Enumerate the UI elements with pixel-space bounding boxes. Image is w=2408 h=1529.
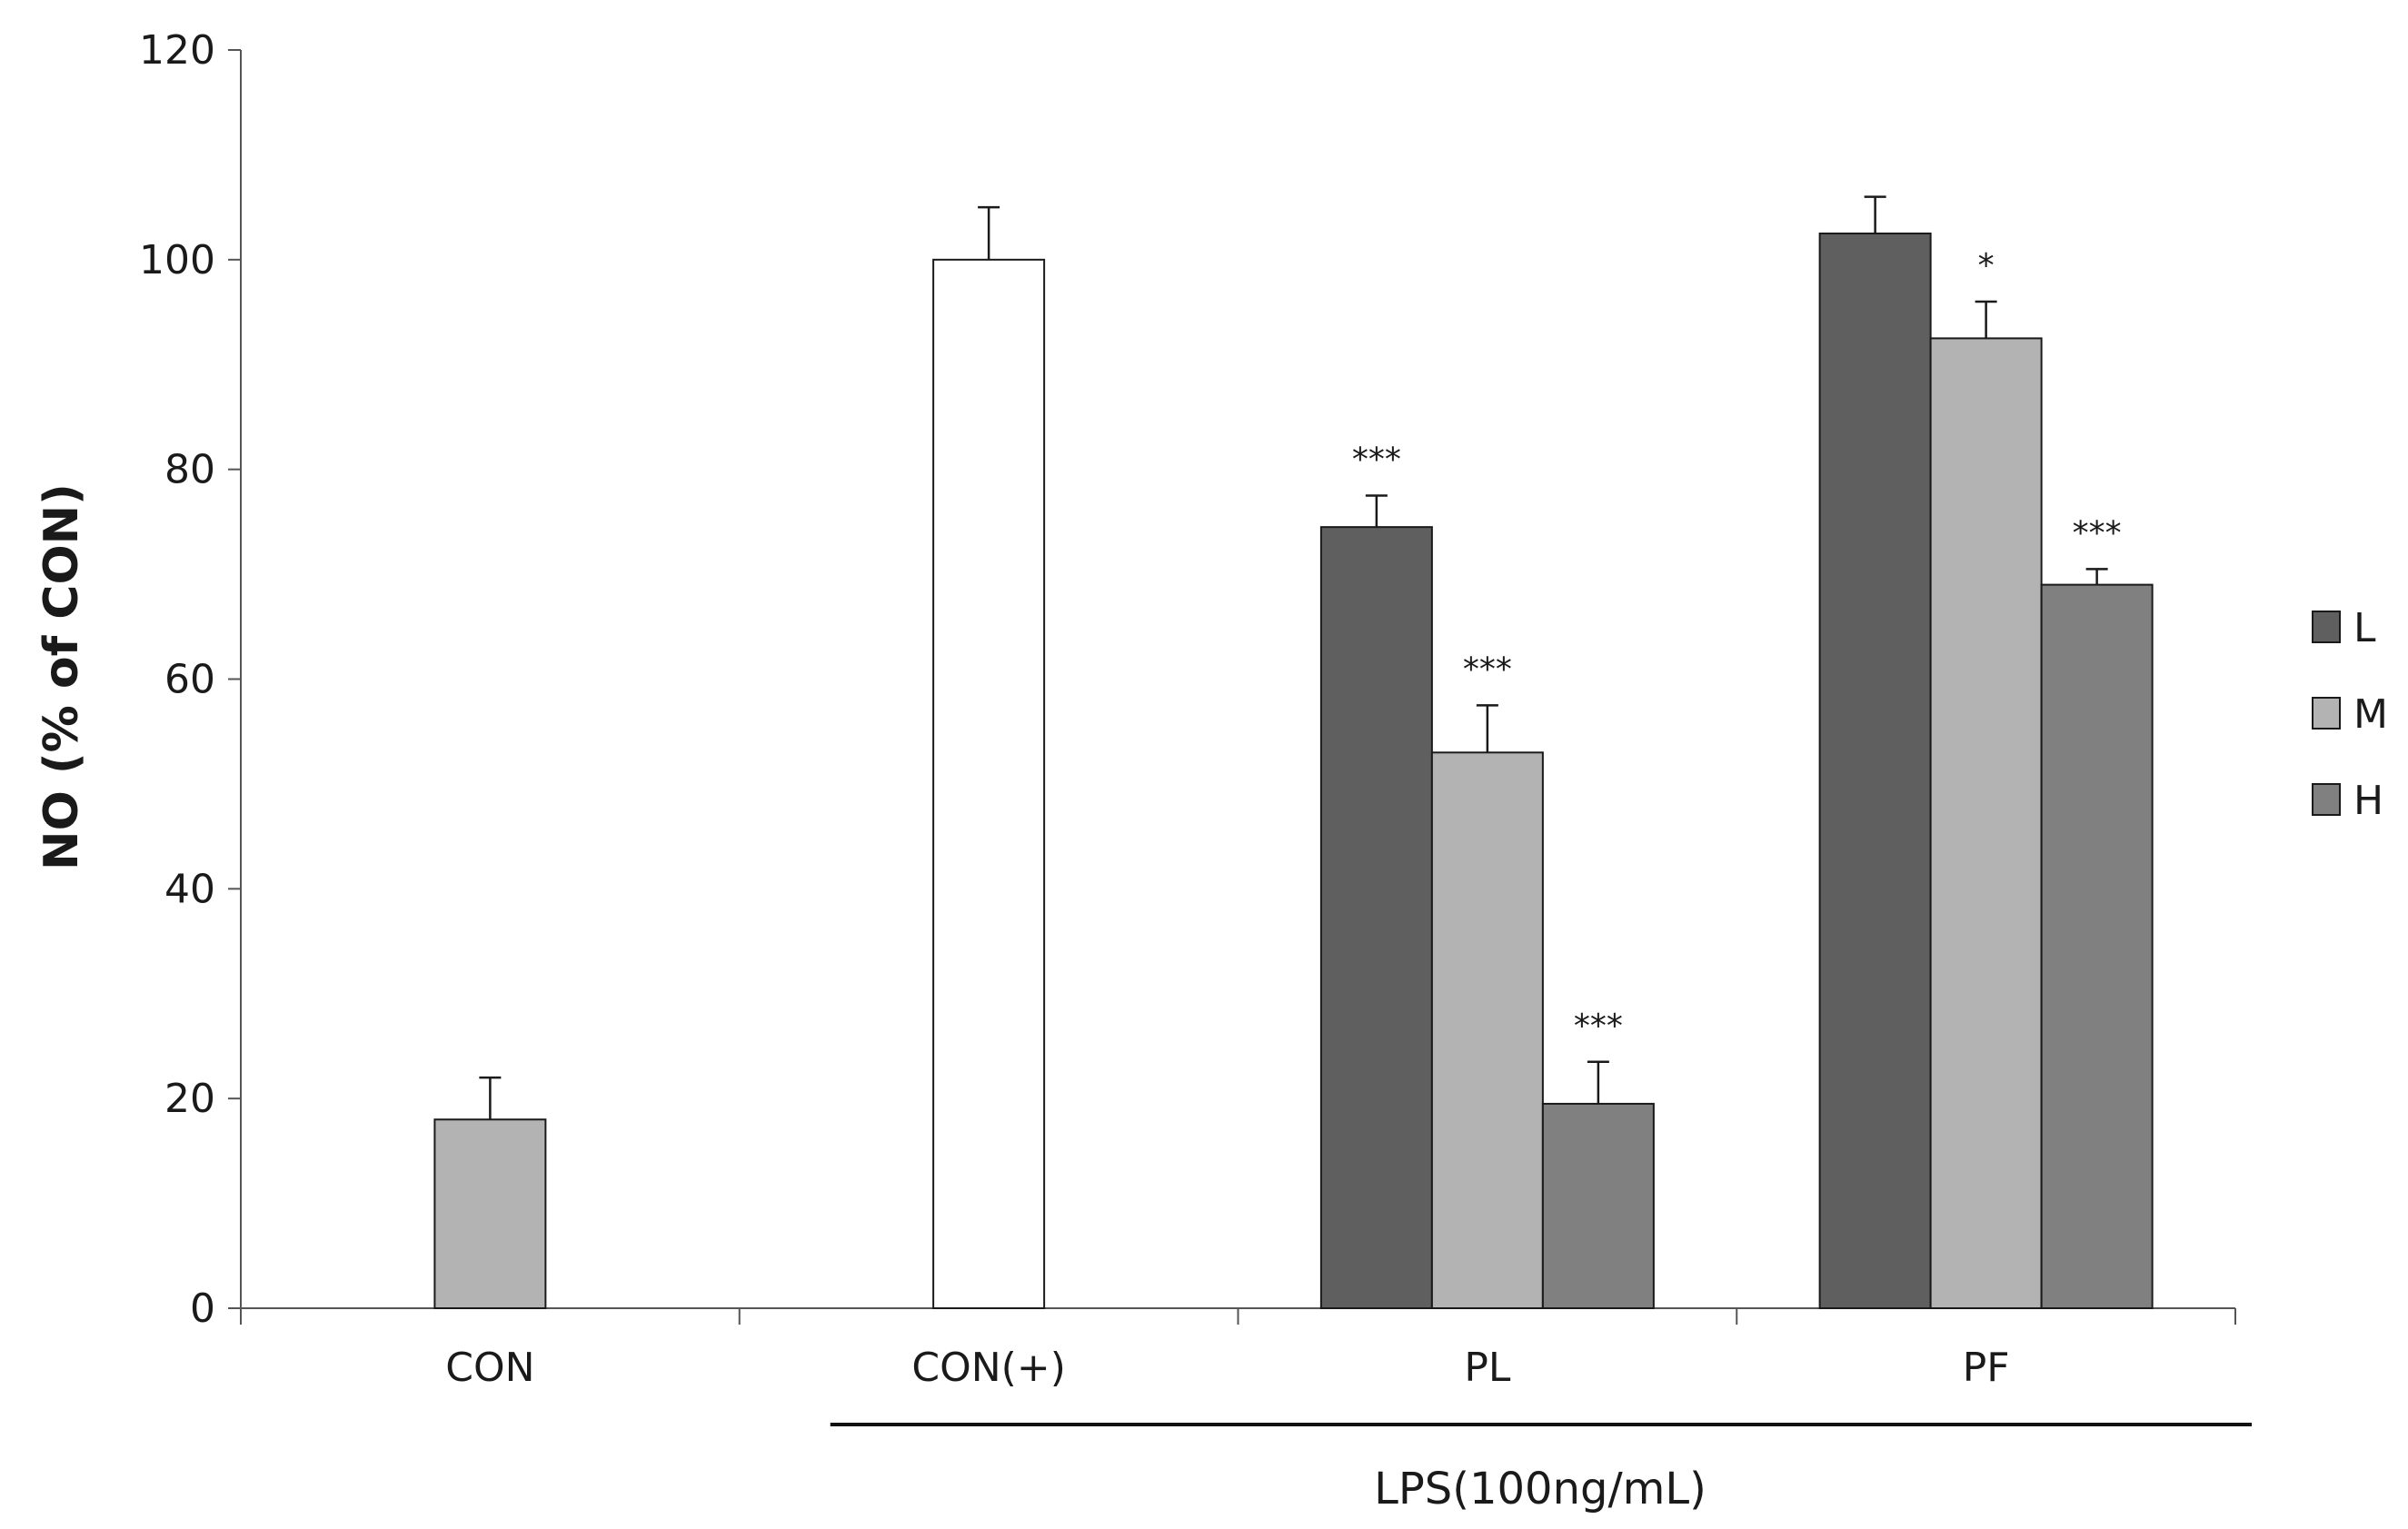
legend-swatch	[2312, 611, 2341, 643]
y-tick-label: 60	[164, 657, 215, 703]
y-tick-label: 0	[190, 1286, 215, 1332]
legend-label: H	[2353, 778, 2383, 824]
bar	[2040, 583, 2154, 1309]
x-tick-label: PF	[1963, 1345, 2010, 1391]
bar	[433, 1118, 547, 1309]
bar	[1319, 526, 1433, 1309]
y-axis-label: NO (% of CON)	[35, 483, 89, 870]
significance-label: ***	[1352, 442, 1401, 479]
x-tick-label: CON	[445, 1345, 534, 1391]
legend-swatch	[2312, 783, 2341, 816]
y-tick-label: 120	[139, 27, 215, 74]
significance-label: ***	[1574, 1008, 1623, 1045]
y-tick-label: 100	[139, 237, 215, 283]
legend-swatch	[2312, 697, 2341, 730]
bar	[1541, 1102, 1655, 1309]
bar	[1929, 337, 2043, 1309]
y-tick-label: 80	[164, 447, 215, 493]
y-tick-label: 20	[164, 1076, 215, 1122]
x-tick-label: PL	[1464, 1345, 1511, 1391]
significance-label: *	[1978, 247, 1995, 284]
bar	[1430, 751, 1544, 1309]
bar	[1818, 232, 1932, 1310]
legend-label: M	[2353, 691, 2388, 738]
x-tick-label: CON(+)	[911, 1345, 1065, 1391]
lps-group-label: LPS(100ng/mL)	[1374, 1464, 1706, 1514]
bar	[932, 258, 1046, 1309]
significance-label: ***	[1463, 650, 1512, 688]
y-tick-label: 40	[164, 866, 215, 912]
legend-label: L	[2353, 605, 2376, 651]
significance-label: ***	[2073, 514, 2122, 551]
legend: LMH	[2312, 605, 2388, 824]
